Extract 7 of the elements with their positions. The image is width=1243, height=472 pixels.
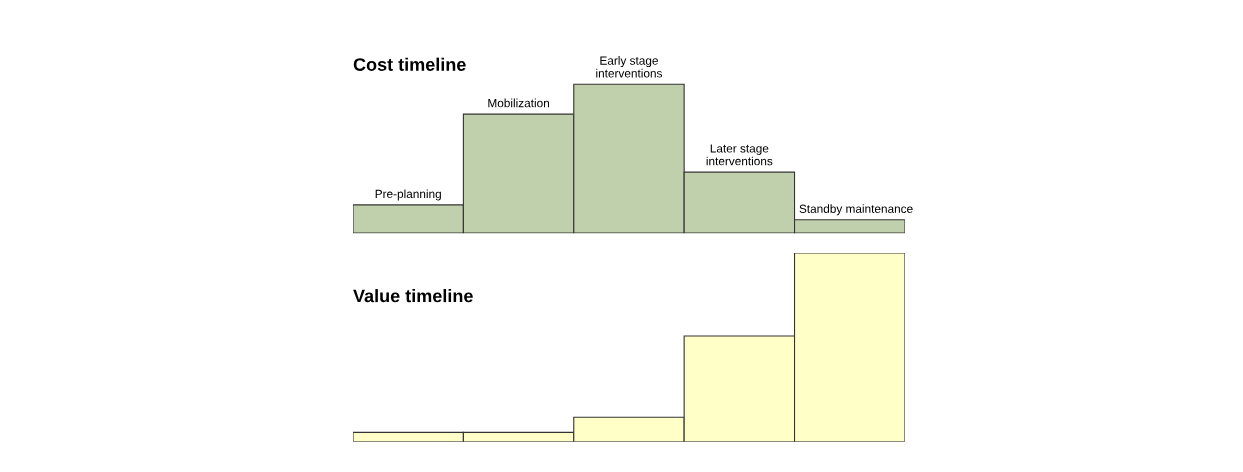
x-tick-label: Later stage interventions [706, 144, 773, 166]
chart-title: Cost timeline [353, 57, 466, 71]
text: Value timeline [353, 289, 473, 303]
x-tick-label: Pre-planning [375, 189, 441, 201]
x-tick-label: Early stage interventions [596, 56, 662, 78]
x-tick-label: Mobilization [488, 98, 549, 108]
x-tick-label: Standby maintenance [799, 204, 913, 216]
